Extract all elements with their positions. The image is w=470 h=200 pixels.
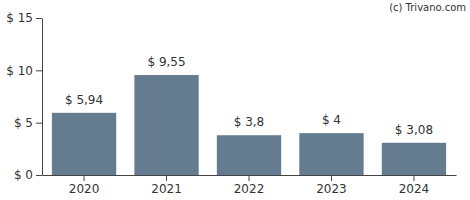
y-tick: $ 0 [14, 168, 42, 182]
chart: $ 0 $ 5 $ 10 $ 15 2020 2021 2022 2023 2024 $ 5,94… [0, 0, 470, 200]
data-label: $ 9,55 [147, 55, 185, 69]
data-label: $ 5,94 [65, 93, 103, 107]
y-tick-label: $ 5 [14, 116, 33, 130]
y-tick-label: $ 10 [6, 64, 33, 78]
bar [52, 113, 116, 175]
bar [382, 143, 446, 175]
x-tick-mark [331, 175, 332, 181]
x-tick-label: 2023 [316, 182, 347, 196]
x-axis: 2020 2021 2022 2023 2024 [43, 175, 457, 196]
x-tick: 2024 [399, 175, 430, 196]
x-tick-mark [84, 175, 85, 181]
data-label: $ 4 [322, 113, 341, 127]
data-labels: $ 5,94 $ 9,55 $ 3,8 $ 4 $ 3,08 [65, 55, 433, 137]
x-tick-label: 2022 [234, 182, 265, 196]
x-tick-label: 2021 [151, 182, 182, 196]
data-label: $ 3,08 [395, 123, 433, 137]
bar [299, 133, 363, 175]
x-tick-mark [413, 175, 414, 181]
y-tick-label: $ 0 [14, 168, 33, 182]
y-tick: $ 5 [14, 116, 42, 130]
x-tick: 2021 [151, 175, 182, 196]
y-tick: $ 10 [6, 64, 42, 78]
x-tick-mark [166, 175, 167, 181]
bar [134, 75, 198, 175]
x-tick: 2023 [316, 175, 347, 196]
y-tick-mark [36, 70, 42, 71]
y-axis-line [42, 19, 43, 176]
y-axis: $ 0 $ 5 $ 10 $ 15 [6, 11, 42, 182]
x-tick-label: 2024 [399, 182, 430, 196]
bars [52, 75, 446, 175]
data-label: $ 3,8 [234, 115, 265, 129]
x-tick: 2020 [69, 175, 100, 196]
x-tick-label: 2020 [69, 182, 100, 196]
y-tick-label: $ 15 [6, 11, 33, 25]
y-tick-mark [36, 18, 42, 19]
bar [217, 135, 281, 175]
x-tick: 2022 [234, 175, 265, 196]
y-tick: $ 15 [6, 11, 42, 25]
annotation: (c) Trivano.com [389, 2, 466, 13]
y-tick-mark [36, 123, 42, 124]
x-tick-mark [249, 175, 250, 181]
y-tick-mark [36, 175, 42, 176]
